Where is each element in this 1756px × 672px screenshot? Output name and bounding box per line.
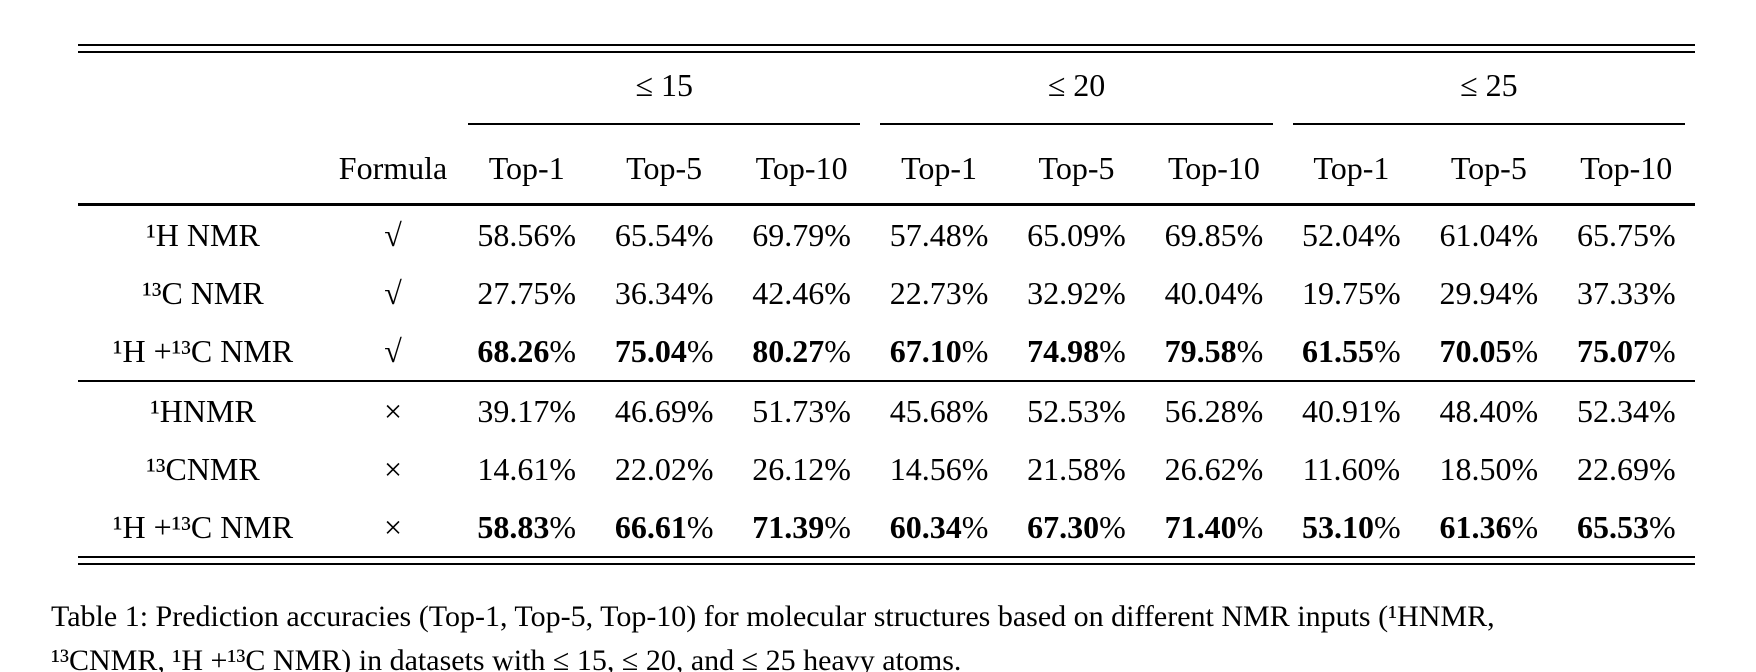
formula-mark: √ (384, 274, 402, 311)
col-group-header-le20: ≤ 20 (880, 53, 1273, 125)
formula-mark: × (383, 509, 403, 545)
accuracy-cell: 69.79% (752, 216, 851, 253)
accuracy-cell: 61.04% (1439, 216, 1539, 253)
accuracy-cell: 65.54% (614, 216, 714, 253)
accuracy-cell: 80.27% (752, 332, 851, 369)
col-header-top10-g2: Top-10 (1167, 150, 1260, 186)
table-caption: Table 1: Prediction accuracies (Top-1, T… (51, 595, 1716, 672)
accuracy-cell: 65.53% (1576, 509, 1676, 545)
accuracy-cell: 70.05% (1439, 332, 1539, 369)
accuracy-cell: 45.68% (889, 393, 989, 429)
accuracy-cell: 32.92% (1027, 274, 1126, 311)
col-header-top10-g3: Top-10 (1580, 150, 1673, 186)
accuracy-cell: 79.58% (1164, 332, 1264, 369)
formula-mark: × (383, 393, 403, 429)
col-header-formula: Formula (338, 150, 448, 186)
accuracy-cell: 58.56% (477, 216, 577, 253)
accuracy-cell: 14.61% (477, 451, 577, 487)
col-header-top5-g2: Top-5 (1038, 150, 1115, 186)
table-rule-bottom (78, 556, 1695, 565)
accuracy-cell: 68.26% (477, 332, 577, 369)
col-header-top1-g1: Top-1 (488, 150, 565, 186)
formula-mark: √ (384, 332, 402, 369)
formula-mark: √ (384, 216, 402, 253)
accuracy-cell: 71.39% (752, 509, 851, 545)
accuracy-cell: 52.04% (1302, 216, 1401, 253)
accuracy-cell: 66.61% (614, 509, 714, 545)
accuracy-cell: 26.62% (1164, 451, 1264, 487)
table-caption-line2: ¹³CNMR, ¹H +¹³C NMR) in datasets with ≤ … (51, 644, 962, 672)
table-rule-header (78, 203, 1695, 206)
accuracy-cell: 71.40% (1164, 509, 1264, 545)
row-label-spacer (78, 125, 328, 203)
accuracy-cell: 18.50% (1439, 451, 1539, 487)
accuracy-cell: 39.17% (477, 393, 577, 429)
accuracy-cell: 52.53% (1027, 393, 1126, 429)
accuracy-cell: 69.85% (1164, 216, 1264, 253)
accuracy-cell: 22.69% (1576, 451, 1676, 487)
accuracy-cell: 57.48% (889, 216, 989, 253)
accuracy-cell: 65.09% (1027, 216, 1126, 253)
accuracy-cell: 14.56% (889, 451, 989, 487)
row-label: ¹³C NMR (142, 274, 264, 311)
table-caption-line1: Table 1: Prediction accuracies (Top-1, T… (51, 600, 1495, 633)
row-label: ¹³CNMR (146, 451, 260, 487)
accuracy-cell: 42.46% (752, 274, 851, 311)
accuracy-cell: 21.58% (1027, 451, 1126, 487)
table-rule-top (78, 44, 1695, 53)
accuracy-cell: 74.98% (1027, 332, 1126, 369)
table-rule-mid (78, 379, 1695, 382)
accuracy-cell: 53.10% (1302, 509, 1401, 545)
row-label: ¹H +¹³C NMR (112, 509, 294, 545)
accuracy-cell: 48.40% (1439, 393, 1539, 429)
accuracy-cell: 52.34% (1576, 393, 1676, 429)
col-header-top10-g1: Top-10 (755, 150, 848, 186)
accuracy-cell: 40.91% (1302, 393, 1401, 429)
col-header-top1-g3: Top-1 (1313, 150, 1390, 186)
accuracy-cell: 67.10% (889, 332, 989, 369)
col-group-header-le15: ≤ 15 (468, 53, 861, 125)
accuracy-cell: 75.04% (614, 332, 714, 369)
accuracy-cell: 75.07% (1576, 332, 1676, 369)
accuracy-cell: 26.12% (752, 451, 851, 487)
col-header-top5-g1: Top-5 (626, 150, 703, 186)
accuracy-cell: 40.04% (1164, 274, 1264, 311)
row-label: ¹H NMR (146, 216, 260, 253)
accuracy-cell: 29.94% (1439, 274, 1539, 311)
accuracy-cell: 22.73% (889, 274, 989, 311)
accuracy-cell: 61.55% (1302, 332, 1401, 369)
accuracy-cell: 36.34% (614, 274, 714, 311)
results-table: ≤ 15 ≤ 20 ≤ 25 Formula Top-1 Top-5 Top-1… (78, 44, 1695, 565)
accuracy-cell: 61.36% (1439, 509, 1539, 545)
accuracy-cell: 67.30% (1027, 509, 1126, 545)
accuracy-cell: 19.75% (1302, 274, 1401, 311)
corner-spacer (78, 53, 458, 117)
col-header-top1-g2: Top-1 (901, 150, 978, 186)
accuracy-cell: 51.73% (752, 393, 851, 429)
col-header-top5-g3: Top-5 (1450, 150, 1527, 186)
accuracy-cell: 46.69% (614, 393, 714, 429)
formula-mark: × (383, 451, 403, 487)
accuracy-cell: 65.75% (1576, 216, 1676, 253)
accuracy-cell: 22.02% (614, 451, 714, 487)
accuracy-cell: 58.83% (477, 509, 577, 545)
row-label: ¹HNMR (150, 393, 256, 429)
accuracy-cell: 27.75% (477, 274, 577, 311)
row-label: ¹H +¹³C NMR (112, 332, 294, 369)
col-group-header-le25: ≤ 25 (1292, 53, 1685, 125)
accuracy-cell: 60.34% (889, 509, 989, 545)
accuracy-cell: 37.33% (1576, 274, 1676, 311)
paper-table-figure: ≤ 15 ≤ 20 ≤ 25 Formula Top-1 Top-5 Top-1… (0, 44, 1756, 672)
accuracy-cell: 56.28% (1164, 393, 1264, 429)
accuracy-cell: 11.60% (1302, 451, 1401, 487)
